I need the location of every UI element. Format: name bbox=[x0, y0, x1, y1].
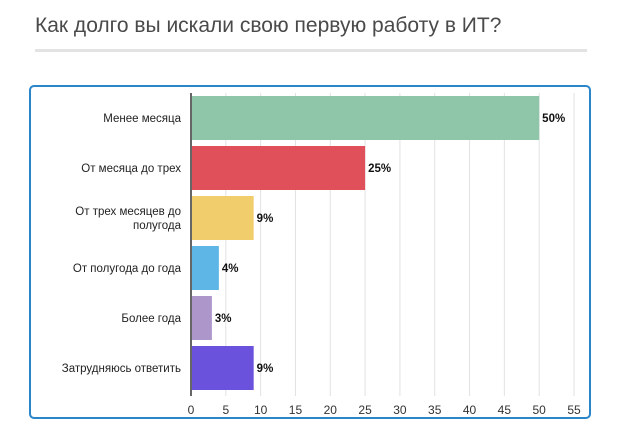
x-tick-label: 5 bbox=[222, 403, 229, 417]
bar bbox=[192, 296, 212, 340]
category-label: Более года bbox=[121, 313, 181, 325]
category-label: Затрудняюсь ответить bbox=[62, 363, 181, 375]
bar bbox=[192, 146, 366, 190]
x-tick-label: 30 bbox=[393, 403, 407, 417]
bar bbox=[192, 346, 254, 390]
category-label: Менее месяца bbox=[103, 113, 181, 125]
value-label: 3% bbox=[215, 313, 232, 325]
x-tick-label: 0 bbox=[188, 403, 195, 417]
category-label: От полугода до года bbox=[73, 263, 182, 275]
bar bbox=[192, 196, 254, 240]
value-label: 9% bbox=[257, 213, 274, 225]
x-tick-label: 50 bbox=[533, 403, 547, 417]
x-tick-label: 40 bbox=[463, 403, 477, 417]
value-label: 4% bbox=[222, 263, 239, 275]
x-tick-label: 35 bbox=[428, 403, 442, 417]
x-tick-label: 20 bbox=[324, 403, 338, 417]
value-label: 9% bbox=[257, 363, 274, 375]
x-tick-label: 55 bbox=[567, 403, 581, 417]
category-label: От месяца до трех bbox=[81, 163, 181, 175]
title-divider bbox=[35, 49, 587, 52]
bar bbox=[192, 96, 540, 140]
x-tick-label: 45 bbox=[498, 403, 512, 417]
category-label: От трех месяцев до полугода bbox=[75, 206, 181, 232]
bar bbox=[192, 246, 219, 290]
x-tick-label: 10 bbox=[254, 403, 268, 417]
value-label: 25% bbox=[368, 163, 391, 175]
x-tick-label: 25 bbox=[358, 403, 372, 417]
value-label: 50% bbox=[542, 113, 565, 125]
x-tick-label: 15 bbox=[289, 403, 303, 417]
chart-title: Как долго вы искали свою первую работу в… bbox=[35, 14, 502, 37]
chart-frame bbox=[29, 85, 591, 419]
